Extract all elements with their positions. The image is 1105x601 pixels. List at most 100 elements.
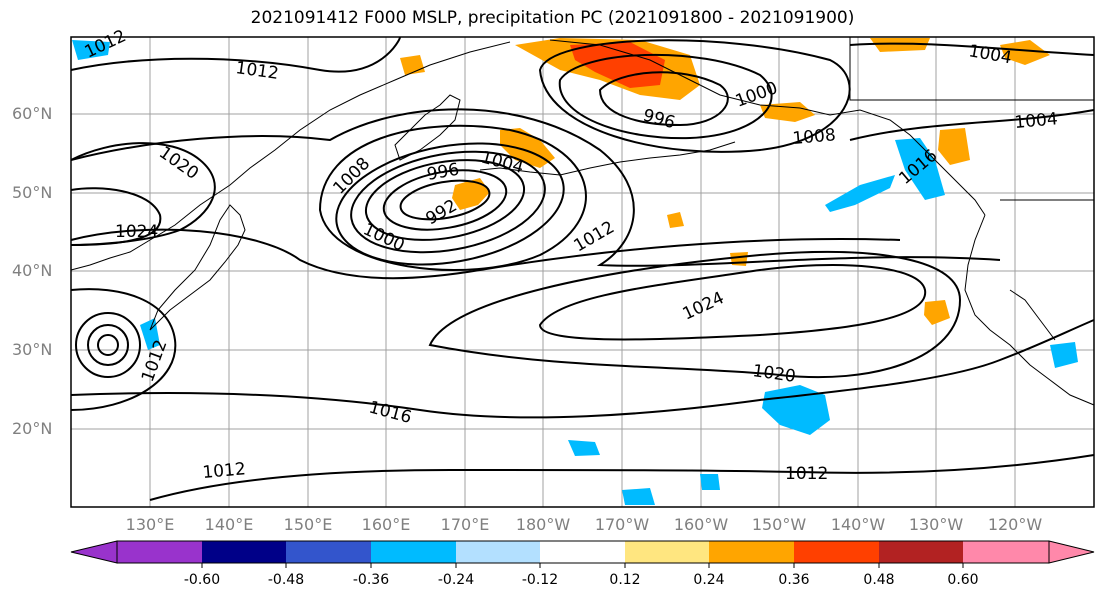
isobar-low-1000 xyxy=(350,150,546,254)
colorbar-segment xyxy=(709,541,794,563)
contour-label: 1012 xyxy=(785,464,828,484)
colorbar-label: -0.24 xyxy=(437,572,475,588)
aleutian-chain xyxy=(479,141,736,176)
isobar-low-1004 xyxy=(335,142,565,266)
isobar-low-996 xyxy=(364,159,526,241)
lon-label-160e: 160°E xyxy=(361,515,411,534)
lon-label-130w: 130°W xyxy=(908,515,964,534)
typhoon-isobar-3 xyxy=(75,312,141,378)
isobar-alaska-1000 xyxy=(558,53,773,140)
colorbar-segment xyxy=(202,541,286,563)
lat-label-30n: 30°N xyxy=(12,340,53,359)
colorbar-label: 0.12 xyxy=(609,572,641,588)
isobar-low-992 xyxy=(382,169,508,231)
coastlines xyxy=(70,37,1095,406)
colorbar-ticks xyxy=(201,563,964,568)
lon-label-170e: 170°E xyxy=(440,515,490,534)
lat-label-50n: 50°N xyxy=(12,183,53,202)
precip-neg-bc xyxy=(895,138,945,200)
precip-neg-s3 xyxy=(700,474,720,490)
colorbar xyxy=(70,540,1095,568)
colorbar-segment xyxy=(371,541,456,563)
isobar-alaska-1004 xyxy=(538,39,851,153)
isobar-1012-main xyxy=(70,108,1001,267)
typhoon-isobar-1 xyxy=(97,334,119,356)
map-frame xyxy=(70,36,1095,508)
lon-label-150w: 150°W xyxy=(751,515,807,534)
colorbar-extend-low xyxy=(70,540,118,564)
lon-label-180w: 180°W xyxy=(515,515,571,534)
contour-label: 1004 xyxy=(1014,109,1059,133)
precip-shading xyxy=(72,38,1078,505)
colorbar-label: -0.36 xyxy=(352,572,390,588)
lat-label-40n: 40°N xyxy=(12,261,53,280)
lat-label-20n: 20°N xyxy=(12,419,53,438)
isobars xyxy=(70,36,1095,501)
typhoon-isobar-2 xyxy=(87,324,129,366)
precip-canada-n xyxy=(1000,40,1050,65)
isobar-alaska-low xyxy=(598,71,729,127)
isobar-1004-ne xyxy=(849,42,1095,56)
colorbar-segment xyxy=(963,541,1049,563)
precip-neg-nw xyxy=(72,40,110,60)
colorbar-segment xyxy=(456,541,540,563)
precip-neg-gulf xyxy=(825,175,895,212)
colorbar-frame xyxy=(116,540,1050,564)
alaska-coast xyxy=(549,39,986,216)
precip-canada-nw xyxy=(870,38,930,52)
colorbar-label: 0.60 xyxy=(947,572,979,588)
asia-coast xyxy=(70,41,511,271)
isobar-1016 xyxy=(70,228,901,280)
precip-gulf-alaska xyxy=(760,102,815,122)
lat-label-60n: 60°N xyxy=(12,104,53,123)
precip-c-pacific2 xyxy=(730,252,748,266)
canada-border xyxy=(849,37,1094,101)
lon-label-170w: 170°W xyxy=(594,515,650,534)
isobar-low-core xyxy=(399,179,491,221)
isobar-1004-ne2 xyxy=(849,109,1095,141)
precip-neg-mexico xyxy=(1050,342,1078,368)
colorbar-label: -0.60 xyxy=(183,572,221,588)
precip-neg-s2 xyxy=(622,488,655,505)
colorbar-label: 0.36 xyxy=(778,572,810,588)
colorbar-label: -0.12 xyxy=(521,572,559,588)
lon-label-150e: 150°E xyxy=(283,515,333,534)
lon-label-140w: 140°W xyxy=(830,515,886,534)
precip-kamchatka xyxy=(452,178,490,210)
colorbar-label: -0.48 xyxy=(267,572,305,588)
na-west-coast xyxy=(964,214,1095,406)
colorbar-segment xyxy=(794,541,879,563)
isobar-1016-south xyxy=(70,319,1095,419)
isobar-1012-typhoon xyxy=(70,288,177,411)
lon-label-120w: 120°W xyxy=(987,515,1043,534)
colorbar-segment xyxy=(625,541,709,563)
japan-coast xyxy=(149,204,246,331)
lon-label-140e: 140°E xyxy=(204,515,254,534)
colorbar-segment xyxy=(540,541,625,563)
precip-c-pacific xyxy=(667,212,684,228)
colorbar-extend-high xyxy=(1048,540,1095,564)
isobar-high-1020 xyxy=(428,251,962,379)
isobar-1012-nw xyxy=(70,36,401,73)
isobar-high-1024 xyxy=(538,264,927,341)
colorbar-label: 0.24 xyxy=(693,572,725,588)
lon-label-160w: 160°W xyxy=(673,515,729,534)
graticule xyxy=(71,37,1094,507)
colorbar-segment xyxy=(117,541,202,563)
precip-max-alaska xyxy=(570,42,665,88)
colorbar-segment xyxy=(286,541,371,563)
contour-label: 1012 xyxy=(202,459,247,483)
isobar-1008-low xyxy=(318,124,587,271)
contour-label: 1024 xyxy=(115,222,158,242)
precip-west-coast xyxy=(924,300,950,325)
lon-label-130e: 130°E xyxy=(125,515,175,534)
precip-neg-japan xyxy=(140,318,160,350)
precip-ne-canada xyxy=(938,128,970,165)
colorbar-segment xyxy=(879,541,963,563)
map-title: 2021091412 F000 MSLP, precipitation PC (… xyxy=(250,8,855,28)
contour-label: 1008 xyxy=(792,125,837,149)
baja xyxy=(1009,289,1056,341)
precip-neg-s1 xyxy=(568,440,600,456)
colorbar-label: 0.48 xyxy=(863,572,895,588)
